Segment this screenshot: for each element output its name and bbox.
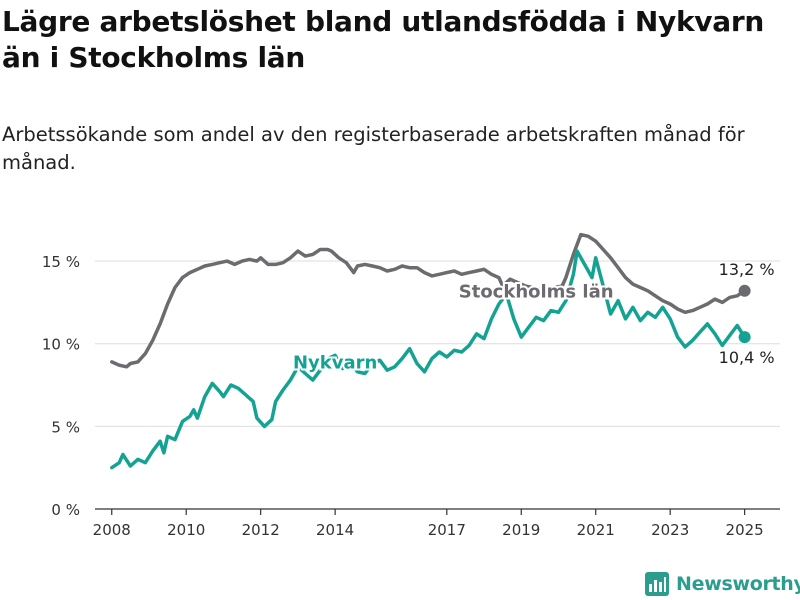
x-tick-label: 2017 — [428, 521, 466, 539]
end-point-nykvarn — [738, 331, 751, 344]
newsworthy-wordmark: Newsworthy — [676, 573, 800, 595]
series-label-stockholm: Stockholms län — [459, 281, 614, 302]
newsworthy-logo-icon — [645, 572, 669, 596]
end-label-stockholm: 13,2 % — [719, 260, 775, 279]
newsworthy-logo: Newsworthy — [644, 570, 800, 598]
series-line-stockholm — [110, 232, 747, 369]
y-tick-label: 5 % — [51, 418, 80, 436]
x-axis: 2008 2010 2012 2014 2017 2019 2021 2023 2025 — [93, 508, 780, 539]
y-tick-label: 10 % — [42, 336, 80, 354]
y-tick-label: 0 % — [51, 501, 80, 519]
series-labels: Stockholms län 13,2 % Nykvarn 10,4 % — [291, 258, 777, 376]
y-axis: 0 % 5 % 10 % 15 % — [42, 253, 80, 519]
series-lines — [110, 232, 751, 470]
x-tick-label: 2021 — [577, 521, 615, 539]
chart-title: Lägre arbetslöshet bland utlandsfödda i … — [2, 5, 764, 74]
y-tick-label: 15 % — [42, 253, 80, 271]
end-label-nykvarn: 10,4 % — [719, 348, 775, 367]
x-tick-label: 2014 — [316, 521, 354, 539]
line-chart: 0 %5 %10 %15 % 2008 2010 2012 2014 2017 2019 2… — [42, 232, 780, 539]
chart-subtitle: Arbetssökande som andel av den registerb… — [2, 123, 745, 174]
x-tick-label: 2012 — [242, 521, 280, 539]
series-line-nykvarn — [110, 249, 747, 470]
series-label-nykvarn: Nykvarn — [293, 353, 377, 374]
x-tick-label: 2023 — [651, 521, 689, 539]
end-point-stockholm — [738, 284, 751, 297]
x-tick-label: 2008 — [93, 521, 131, 539]
grid-lines — [95, 260, 780, 427]
x-tick-label: 2025 — [726, 521, 764, 539]
x-tick-label: 2019 — [502, 521, 540, 539]
x-tick-label: 2010 — [167, 521, 205, 539]
